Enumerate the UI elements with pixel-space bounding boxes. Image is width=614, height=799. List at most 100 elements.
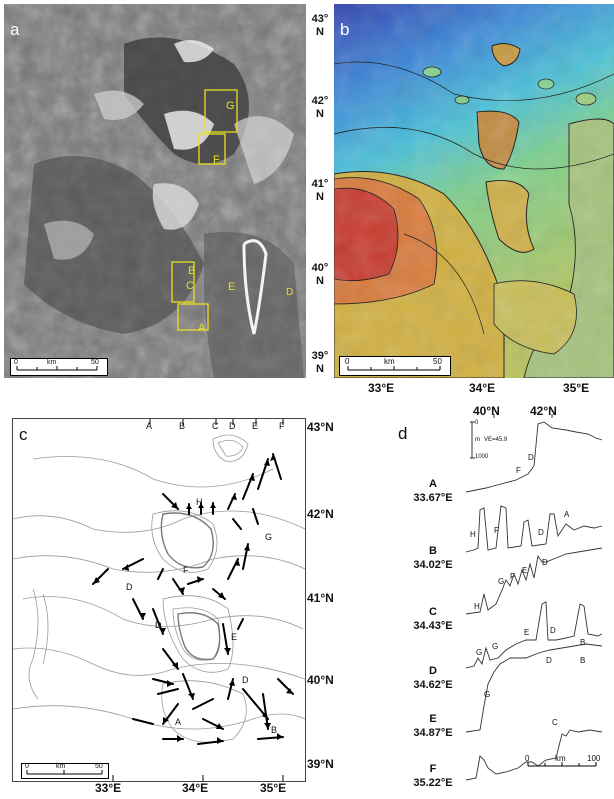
scalebar-b-unit: km [384, 357, 395, 366]
prof-d-b: B [580, 638, 586, 647]
prof-c-f: F [510, 572, 515, 581]
scalebar-b: 0 km 50 [339, 356, 451, 376]
vscale-zero: 0 [475, 420, 479, 426]
prof-a-f: F [516, 466, 521, 475]
profile-tick-42n: 42°N [530, 404, 557, 418]
profiles-plot [466, 414, 603, 781]
lat-40: 40° N [311, 262, 329, 287]
panel-label-a: a [10, 20, 20, 39]
prof-d-d: D [550, 626, 556, 635]
panel-b-elevation-map: b 0 km 50 [334, 4, 614, 378]
scalebar-d-max: 100 [587, 754, 601, 763]
box-label-a: A [198, 322, 206, 334]
profile-letter-c: C [212, 421, 219, 431]
lon-c-33: 33°E [95, 781, 122, 795]
lat-43: 43° N [311, 13, 329, 38]
lat-c-41: 41°N [307, 591, 334, 605]
profile-tick-40n: 40°N [473, 404, 500, 418]
profile-letter-e: E [252, 421, 259, 431]
panel-label-c: c [19, 425, 28, 444]
box-label-d: D [286, 287, 294, 298]
lon-top-34: 34°E [469, 381, 496, 395]
prof-b-d: D [538, 528, 544, 537]
prof-d-e: E [524, 628, 530, 637]
prof-c-g: G [498, 577, 505, 586]
region-d-2: D [155, 620, 162, 630]
region-a: A [175, 717, 182, 727]
region-g: G [265, 532, 273, 542]
scalebar-d-zero: 0 [525, 754, 530, 763]
prof-b-f: F [494, 526, 499, 535]
panel-c-contour-map: c A B C D E F H G F D D E D A B 0 km 50 [12, 418, 306, 782]
panel-a-shaded-relief: a G F B C E D A 0 km 50 [4, 4, 306, 378]
prof-e-d: D [546, 656, 552, 665]
elevation-map-image [334, 4, 614, 378]
prof-d-g2: G [492, 642, 499, 651]
prof-a-d: D [528, 453, 534, 462]
lon-top-35: 35°E [563, 381, 590, 395]
scalebar-d-unit: km [555, 754, 566, 763]
box-label-f: F [213, 154, 220, 166]
scalebar-a-max: 50 [91, 359, 99, 366]
vscale-ve: VE=45.9 [484, 437, 508, 443]
lon-c-35: 35°E [260, 781, 287, 795]
lat-42: 42° N [311, 95, 329, 120]
panel-d-profiles: 0 m VE=45.9 1000 F D H F D A H G F E D G… [466, 414, 610, 786]
profile-name-e: E 34.87°E [413, 713, 453, 739]
lat-c-40: 40°N [307, 673, 334, 687]
lat-c-39: 39°N [307, 757, 334, 771]
scalebar-c: 0 km 50 [21, 763, 109, 779]
profile-name-c: C 34.43°E [413, 606, 453, 632]
scalebar-b-max: 50 [433, 357, 442, 366]
box-label-c: C [186, 280, 194, 292]
vscale-1000: 1000 [475, 454, 489, 460]
region-h: H [196, 497, 203, 507]
lat-39: 39° N [311, 350, 329, 375]
lat-c-43: 43°N [307, 420, 334, 434]
box-g [204, 89, 238, 133]
profile-name-b: B 34.02°E [413, 545, 453, 571]
scalebar-c-max: 50 [95, 763, 103, 770]
contour-arrow-map [13, 419, 305, 781]
prof-c-e: E [522, 566, 528, 575]
box-label-g: G [226, 100, 235, 112]
box-a [177, 303, 209, 331]
prof-d-g1: G [476, 648, 483, 657]
scalebar-c-zero: 0 [25, 763, 29, 770]
profile-letter-b: B [179, 421, 186, 431]
region-f: F [183, 565, 189, 575]
prof-e-g: G [484, 690, 491, 699]
profile-name-a: A 33.67°E [413, 478, 453, 504]
box-label-e: E [228, 281, 236, 293]
scalebar-c-unit: km [56, 763, 66, 770]
prof-b-h: H [470, 530, 476, 539]
prof-e-b: B [580, 656, 586, 665]
shaded-relief-image [4, 4, 306, 378]
region-e: E [231, 632, 238, 642]
profile-letter-a: A [146, 421, 153, 431]
box-bc [171, 261, 195, 303]
vscale-unit: m [475, 437, 480, 443]
panel-label-d: d [398, 424, 408, 443]
region-b: B [271, 725, 278, 735]
prof-b-a: A [564, 510, 570, 519]
box-f [198, 133, 226, 165]
profile-name-d: D 34.62°E [413, 665, 453, 691]
scalebar-a-zero: 0 [14, 359, 18, 366]
region-d-3: D [242, 675, 249, 685]
profile-letter-f: F [279, 421, 285, 431]
profile-letter-d: D [229, 421, 236, 431]
lat-41: 41° N [311, 178, 329, 203]
profile-name-f: F 35.22°E [413, 763, 453, 789]
region-d-1: D [126, 582, 133, 592]
scalebar-a: 0 km 50 [10, 358, 108, 376]
prof-f-c: C [552, 718, 558, 727]
lat-c-42: 42°N [307, 507, 334, 521]
prof-c-h: H [474, 602, 480, 611]
prof-c-d: D [542, 558, 548, 567]
lon-top-33: 33°E [368, 381, 395, 395]
scalebar-a-unit: km [47, 359, 57, 366]
scalebar-b-zero: 0 [345, 357, 350, 366]
box-label-b: B [188, 265, 196, 277]
lon-c-34: 34°E [182, 781, 209, 795]
